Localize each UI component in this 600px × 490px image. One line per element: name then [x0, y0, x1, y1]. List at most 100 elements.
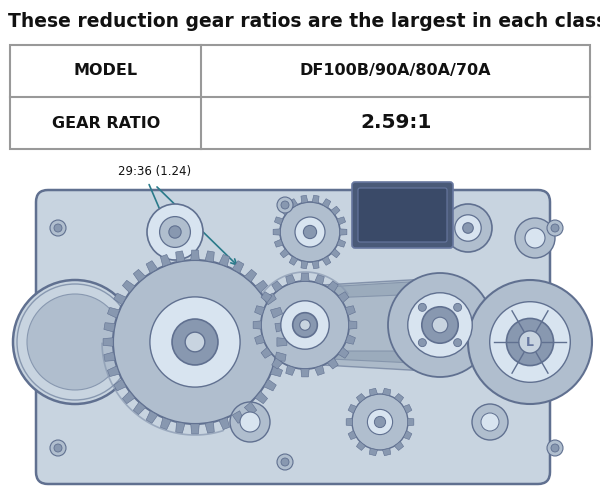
Polygon shape [272, 358, 283, 369]
Polygon shape [254, 335, 265, 344]
Polygon shape [370, 388, 377, 396]
Circle shape [160, 217, 190, 247]
Polygon shape [301, 195, 308, 203]
Polygon shape [348, 431, 356, 440]
Circle shape [54, 224, 62, 232]
Polygon shape [301, 261, 308, 269]
Text: L: L [526, 336, 534, 348]
Circle shape [27, 294, 123, 390]
Polygon shape [133, 270, 146, 282]
Polygon shape [328, 281, 338, 292]
Polygon shape [408, 418, 414, 426]
Polygon shape [286, 366, 295, 375]
Polygon shape [315, 278, 440, 372]
Circle shape [472, 404, 508, 440]
Polygon shape [349, 321, 357, 329]
Polygon shape [328, 358, 338, 369]
Circle shape [490, 302, 570, 382]
Circle shape [261, 281, 349, 369]
Bar [10, 45, 590, 149]
Polygon shape [314, 366, 324, 375]
Circle shape [281, 301, 329, 349]
Polygon shape [176, 422, 185, 433]
Polygon shape [255, 280, 268, 293]
Circle shape [388, 273, 492, 377]
Polygon shape [219, 417, 230, 430]
Polygon shape [191, 424, 199, 434]
Circle shape [277, 454, 293, 470]
Circle shape [551, 444, 559, 452]
Polygon shape [301, 369, 309, 377]
Circle shape [455, 215, 481, 241]
Polygon shape [338, 347, 349, 358]
Polygon shape [348, 404, 356, 414]
Text: GEAR RATIO: GEAR RATIO [52, 116, 160, 130]
Polygon shape [277, 338, 287, 346]
Circle shape [304, 225, 317, 239]
Polygon shape [478, 313, 484, 354]
Text: 29:36 (1.24): 29:36 (1.24) [118, 165, 191, 178]
Polygon shape [275, 352, 286, 361]
Circle shape [230, 402, 270, 442]
Circle shape [418, 303, 427, 311]
Polygon shape [146, 411, 158, 423]
Circle shape [374, 416, 386, 428]
Circle shape [277, 197, 293, 213]
Polygon shape [104, 323, 115, 332]
Polygon shape [107, 366, 119, 377]
Polygon shape [346, 306, 355, 316]
Text: These reduction gear ratios are the largest in each class.: These reduction gear ratios are the larg… [8, 12, 600, 31]
Circle shape [422, 307, 458, 343]
Circle shape [300, 319, 310, 330]
Circle shape [468, 280, 592, 404]
Circle shape [481, 413, 499, 431]
Circle shape [352, 394, 408, 450]
Polygon shape [122, 392, 135, 404]
Polygon shape [370, 448, 377, 456]
Polygon shape [273, 229, 280, 235]
Polygon shape [394, 393, 404, 403]
Circle shape [519, 331, 541, 353]
Polygon shape [337, 239, 346, 247]
Circle shape [295, 217, 325, 247]
Polygon shape [383, 448, 391, 456]
Circle shape [408, 293, 472, 357]
Polygon shape [383, 388, 391, 396]
Circle shape [547, 220, 563, 236]
Polygon shape [232, 411, 244, 423]
Polygon shape [261, 347, 272, 358]
FancyBboxPatch shape [358, 188, 447, 242]
Circle shape [432, 317, 448, 333]
Polygon shape [301, 273, 309, 281]
Polygon shape [261, 292, 272, 303]
Polygon shape [356, 393, 365, 403]
Circle shape [50, 220, 66, 236]
Circle shape [113, 260, 277, 424]
Polygon shape [331, 249, 340, 258]
Circle shape [281, 458, 289, 466]
Polygon shape [264, 379, 277, 391]
Circle shape [454, 339, 461, 346]
Polygon shape [310, 351, 435, 364]
Polygon shape [113, 293, 126, 305]
Polygon shape [289, 256, 298, 265]
Circle shape [463, 223, 473, 233]
Circle shape [50, 440, 66, 456]
Polygon shape [356, 441, 365, 450]
Circle shape [506, 318, 554, 366]
Polygon shape [254, 306, 265, 316]
Polygon shape [286, 274, 295, 285]
Polygon shape [322, 256, 331, 265]
Text: MODEL: MODEL [74, 64, 138, 78]
Circle shape [13, 280, 137, 404]
Polygon shape [253, 321, 261, 329]
Polygon shape [403, 431, 412, 440]
Polygon shape [191, 250, 199, 260]
Circle shape [150, 297, 240, 387]
Polygon shape [346, 418, 352, 426]
Circle shape [444, 204, 492, 252]
Polygon shape [322, 198, 331, 208]
Circle shape [54, 444, 62, 452]
Circle shape [293, 313, 317, 337]
Polygon shape [146, 261, 158, 273]
